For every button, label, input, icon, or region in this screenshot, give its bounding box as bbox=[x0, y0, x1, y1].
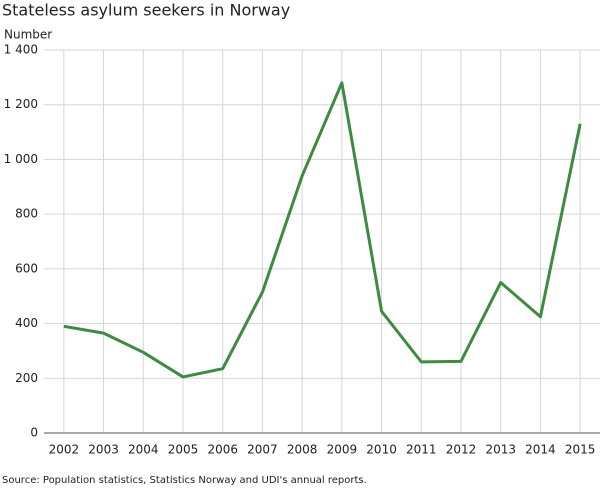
y-tick-label: 600 bbox=[15, 261, 38, 275]
y-tick-label: 1 400 bbox=[4, 43, 38, 57]
y-tick-label: 200 bbox=[15, 371, 38, 385]
x-tick-label: 2006 bbox=[207, 443, 238, 457]
x-tick-label: 2007 bbox=[247, 443, 278, 457]
y-tick-label: 800 bbox=[15, 207, 38, 221]
data-line bbox=[63, 81, 582, 379]
x-tick-label: 2002 bbox=[49, 443, 80, 457]
y-tick-label: 400 bbox=[15, 316, 38, 330]
x-tick-label: 2010 bbox=[366, 443, 397, 457]
x-tick-label: 2004 bbox=[128, 443, 159, 457]
source-note: Source: Population statistics, Statistic… bbox=[2, 475, 367, 486]
x-tick-label: 2015 bbox=[565, 443, 596, 457]
y-axis-label: Number bbox=[4, 28, 52, 42]
y-tick-label: 1 200 bbox=[4, 97, 38, 111]
x-tick-label: 2009 bbox=[327, 443, 358, 457]
x-tick-label: 2014 bbox=[525, 443, 556, 457]
y-tick-label: 1 000 bbox=[4, 152, 38, 166]
x-tick-label: 2008 bbox=[287, 443, 318, 457]
y-tick-label: 0 bbox=[30, 426, 38, 440]
chart-title: Stateless asylum seekers in Norway bbox=[2, 1, 290, 20]
x-tick-label: 2003 bbox=[88, 443, 119, 457]
x-tick-label: 2013 bbox=[485, 443, 516, 457]
x-tick-label: 2011 bbox=[406, 443, 437, 457]
x-tick-label: 2005 bbox=[168, 443, 199, 457]
x-tick-label: 2012 bbox=[446, 443, 477, 457]
